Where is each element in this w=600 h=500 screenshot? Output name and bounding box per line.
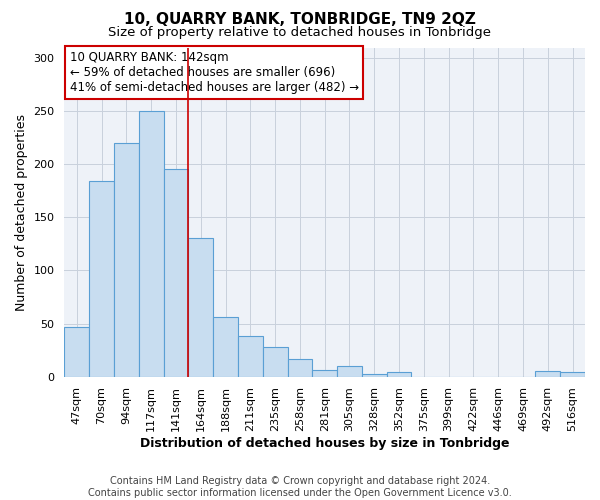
Bar [337, 366, 362, 376]
Bar [238, 336, 263, 376]
Bar [139, 111, 164, 376]
Bar [114, 143, 139, 376]
Bar [213, 317, 238, 376]
Bar [89, 182, 114, 376]
Bar [188, 238, 213, 376]
Bar [64, 326, 89, 376]
Bar [386, 372, 412, 376]
Text: 10 QUARRY BANK: 142sqm
← 59% of detached houses are smaller (696)
41% of semi-de: 10 QUARRY BANK: 142sqm ← 59% of detached… [70, 51, 359, 94]
Bar [287, 358, 313, 376]
Bar [164, 168, 188, 376]
Bar [263, 347, 287, 376]
Bar [560, 372, 585, 376]
Y-axis label: Number of detached properties: Number of detached properties [15, 114, 28, 310]
X-axis label: Distribution of detached houses by size in Tonbridge: Distribution of detached houses by size … [140, 437, 509, 450]
Text: Size of property relative to detached houses in Tonbridge: Size of property relative to detached ho… [109, 26, 491, 39]
Bar [313, 370, 337, 376]
Text: Contains HM Land Registry data © Crown copyright and database right 2024.
Contai: Contains HM Land Registry data © Crown c… [88, 476, 512, 498]
Bar [535, 372, 560, 376]
Bar [362, 374, 386, 376]
Text: 10, QUARRY BANK, TONBRIDGE, TN9 2QZ: 10, QUARRY BANK, TONBRIDGE, TN9 2QZ [124, 12, 476, 28]
